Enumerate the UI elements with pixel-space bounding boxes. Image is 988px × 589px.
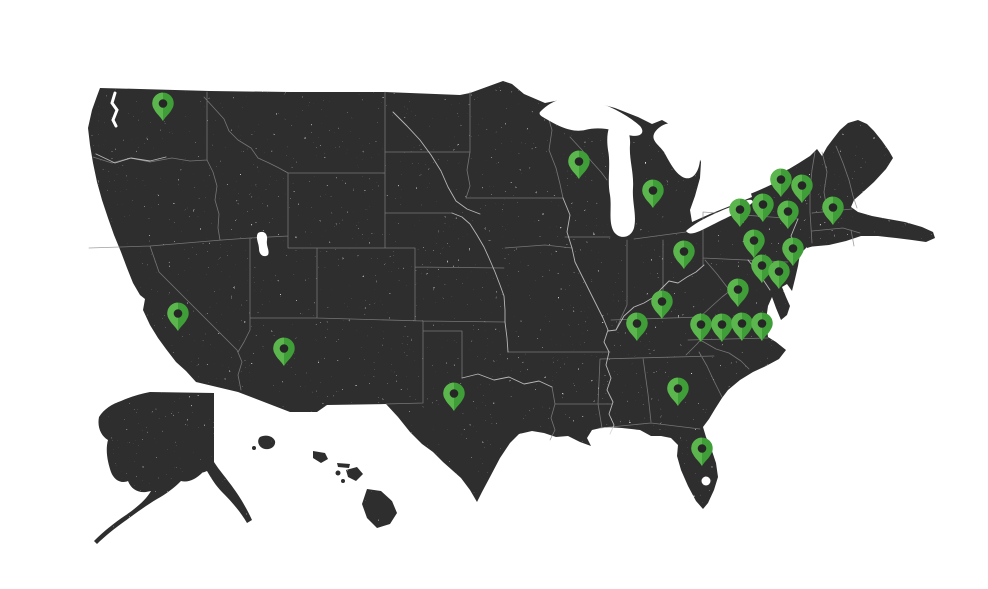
lake-okeechobee <box>701 476 711 486</box>
lakes-layer <box>110 91 789 486</box>
great-salt-lake <box>256 231 269 257</box>
lake-huron <box>653 122 701 179</box>
puget-sound <box>110 91 119 128</box>
lake-michigan <box>607 120 635 237</box>
